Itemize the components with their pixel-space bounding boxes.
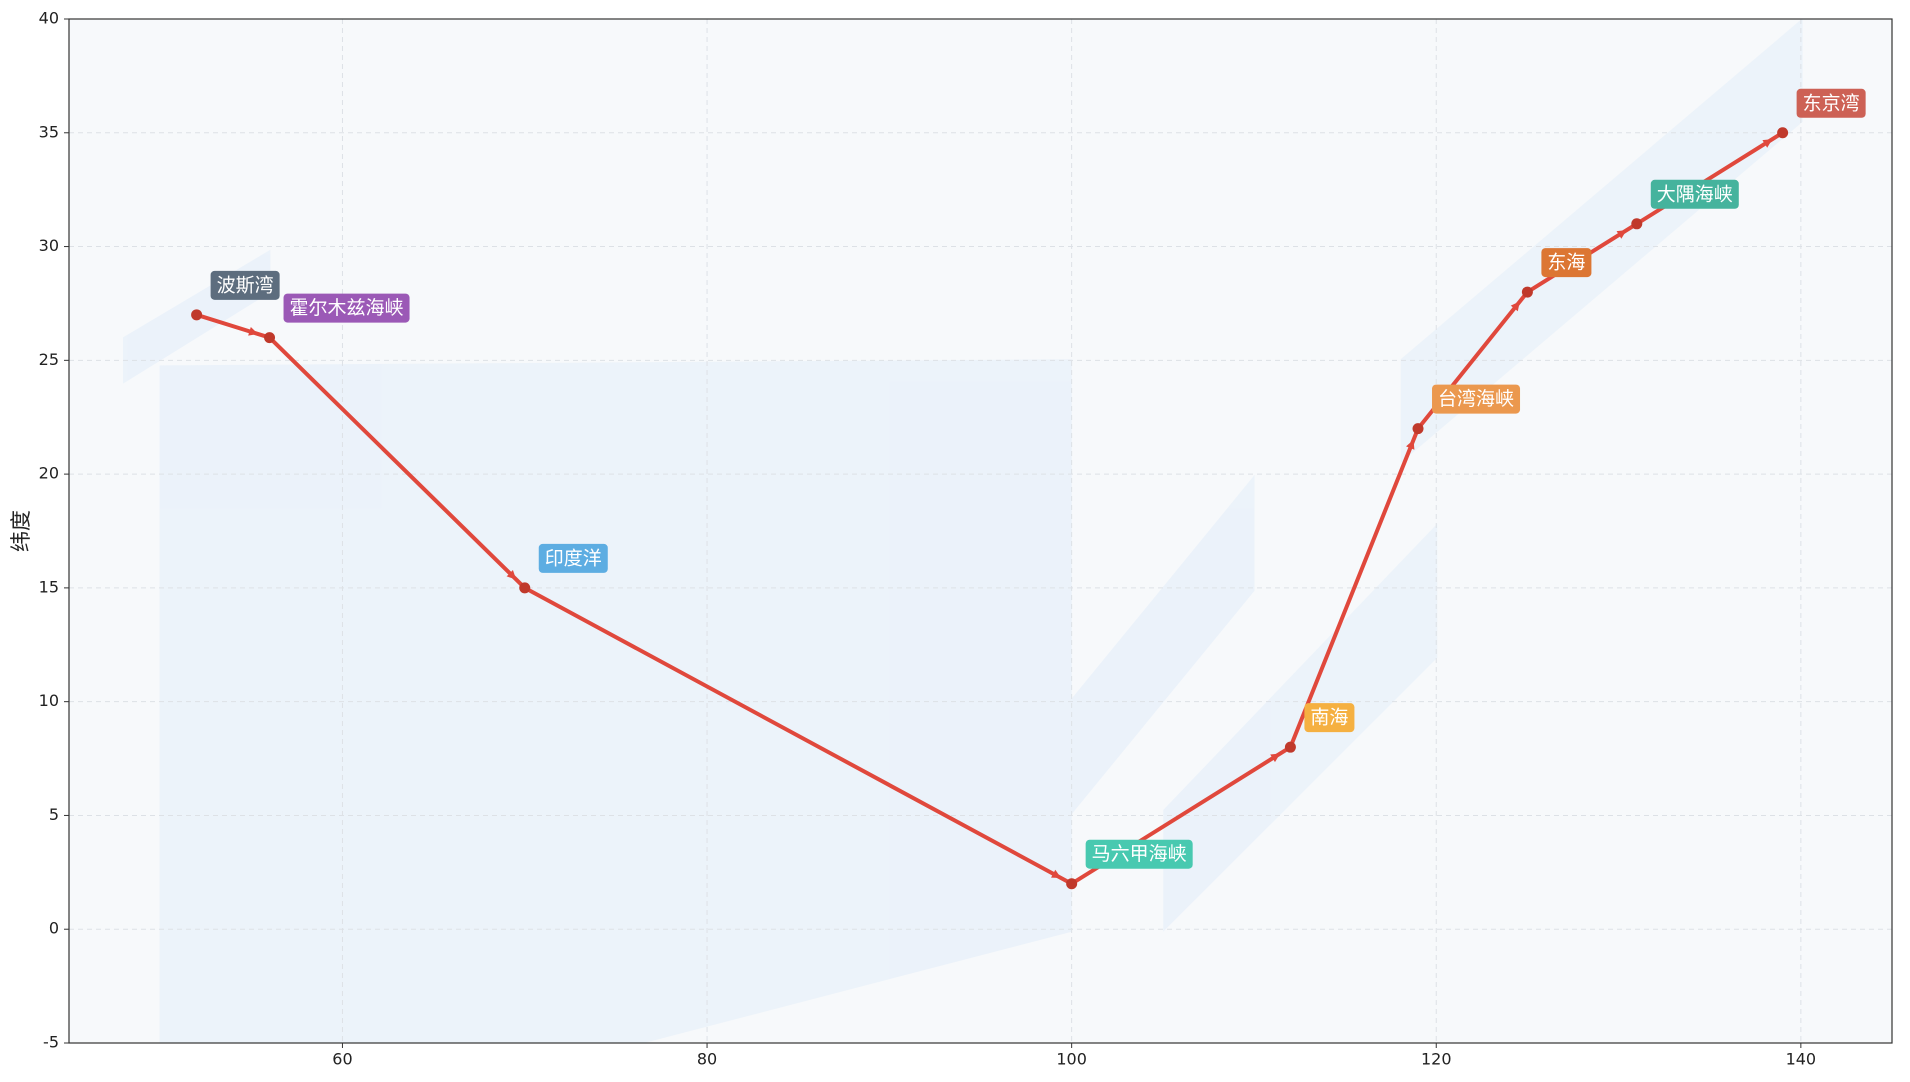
arrow-head: [1762, 139, 1773, 148]
point-label: 东京湾: [1796, 88, 1866, 118]
label-box: [210, 270, 280, 300]
label-text: 马六甲海峡: [1092, 843, 1187, 865]
region: [1400, 18, 1803, 463]
label-text: 大隅海峡: [1657, 183, 1733, 205]
label-text: 霍尔木兹海峡: [290, 297, 404, 319]
label-box: [1650, 179, 1739, 209]
x-tick-label: 100: [1056, 1050, 1087, 1069]
y-tick-label: 5: [49, 805, 59, 824]
arrow-head: [1051, 869, 1062, 879]
point-label: 霍尔木兹海峡: [283, 293, 410, 323]
label-box: [1085, 839, 1193, 869]
arrow-head: [1406, 439, 1415, 450]
point: [1521, 286, 1533, 298]
y-tick-label: 20: [39, 464, 59, 483]
point: [1777, 127, 1789, 139]
point-label: 南海: [1304, 703, 1355, 733]
label-text: 东京湾: [1803, 92, 1860, 114]
point-label: 大隅海峡: [1650, 179, 1739, 209]
point-label: 波斯湾: [210, 270, 280, 300]
y-tick-label: 15: [39, 577, 59, 596]
y-tick-label: 35: [39, 122, 59, 141]
label-text: 印度洋: [545, 547, 602, 569]
point: [264, 332, 276, 344]
x-tick-label: 80: [697, 1050, 717, 1069]
label-box: [1796, 88, 1866, 118]
label-text: 台湾海峡: [1438, 388, 1514, 410]
point: [1412, 423, 1424, 435]
point-label: 台湾海峡: [1432, 384, 1521, 414]
arrow-head: [506, 569, 517, 580]
label-text: 南海: [1310, 707, 1348, 729]
label-text: 东海: [1547, 252, 1585, 274]
arrow-head: [1270, 753, 1281, 763]
region: [159, 359, 1072, 1043]
arrow-head: [248, 327, 259, 336]
arrow-head: [1510, 301, 1520, 312]
y-tick-label: 25: [39, 350, 59, 369]
x-tick-label: 140: [1786, 1050, 1817, 1069]
x-tick-label: 60: [332, 1050, 352, 1069]
y-tick-label: 30: [39, 236, 59, 255]
label-text: 波斯湾: [217, 274, 274, 296]
y-axis-label: 纬度: [9, 510, 33, 552]
point: [1284, 741, 1296, 753]
y-tick-label: 0: [49, 919, 59, 938]
arrow-head: [1616, 230, 1627, 239]
point: [191, 309, 203, 321]
label-box: [1541, 248, 1592, 278]
y-tick-label: 40: [39, 9, 59, 28]
label-box: [283, 293, 410, 323]
x-tick-label: 120: [1421, 1050, 1452, 1069]
point-label: 东海: [1541, 248, 1592, 278]
plot-frame: [68, 18, 1893, 1044]
label-box: [1304, 703, 1355, 733]
point-label: 印度洋: [538, 543, 608, 573]
y-tick-label: -5: [43, 1033, 59, 1052]
point: [1631, 218, 1643, 230]
point: [519, 582, 531, 594]
label-box: [538, 543, 608, 573]
point: [1066, 878, 1078, 890]
y-tick-label: 10: [39, 691, 59, 710]
label-box: [1432, 384, 1521, 414]
point-label: 马六甲海峡: [1085, 839, 1193, 869]
